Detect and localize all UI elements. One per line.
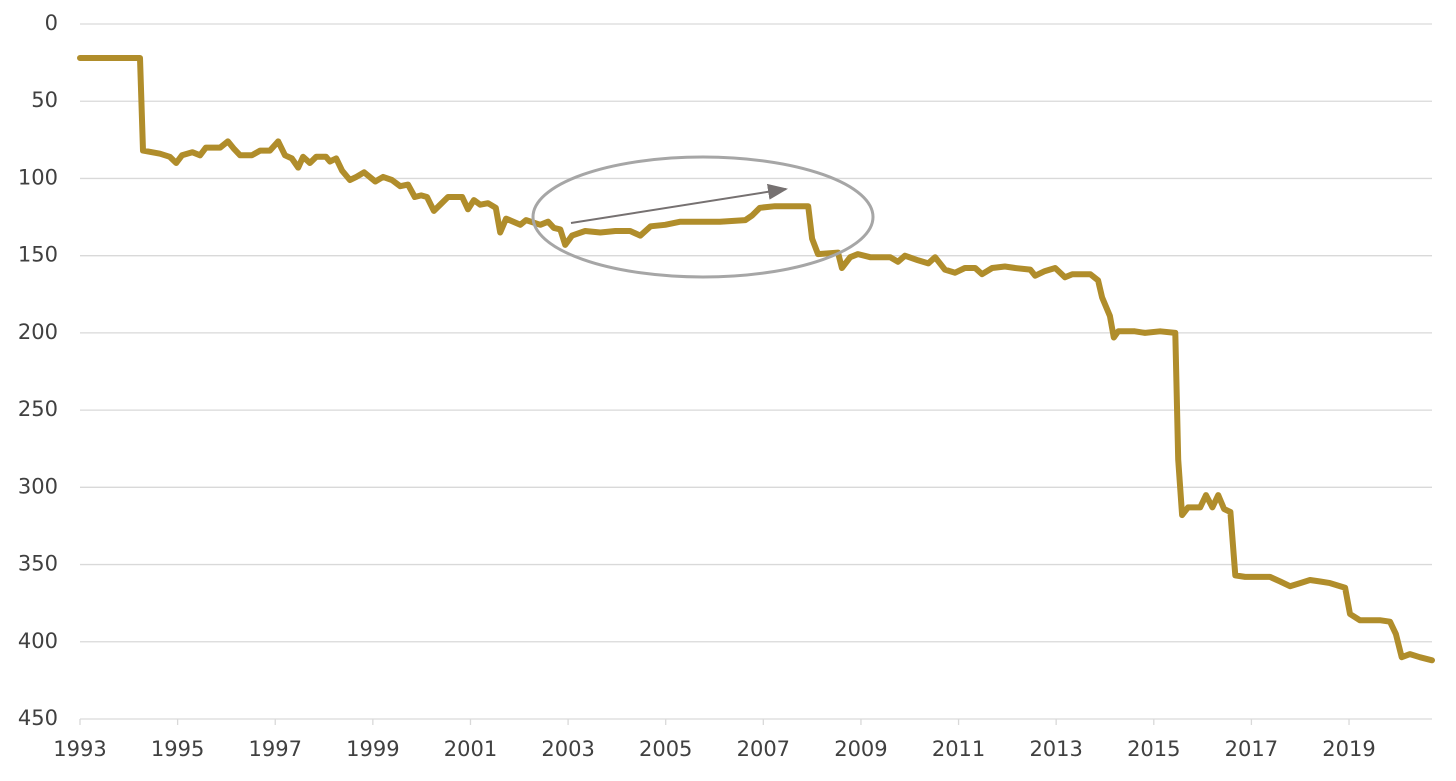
plot-area: 0 50 100 150 200 250 300 350 400 450 1993 1995 1997 1… [18,11,1435,761]
x-tick-label: 2009 [834,737,887,761]
trend-arrow [570,183,788,224]
x-tick-label: 1993 [53,737,106,761]
y-tick-label: 250 [18,397,58,421]
x-tick-label: 2003 [541,737,594,761]
x-tick-label: 2013 [1029,737,1082,761]
x-tick-label: 2001 [444,737,497,761]
data-line [77,55,1435,664]
x-tick-label: 2005 [639,737,692,761]
y-tick-label: 350 [18,552,58,576]
x-tick-label: 2007 [737,737,790,761]
y-tick-label: 150 [18,243,58,267]
y-tick-label: 0 [45,11,58,35]
x-tick-label: 1999 [346,737,399,761]
y-tick-label: 300 [18,474,58,498]
x-tick-label: 1995 [151,737,204,761]
y-tick-label: 100 [18,165,58,189]
y-tick-label: 200 [18,320,58,344]
y-tick-label: 50 [31,88,58,112]
y-tick-label: 450 [18,706,58,730]
x-tick-label: 1997 [249,737,302,761]
x-tick-label: 2019 [1322,737,1375,761]
highlight-ellipse [531,155,875,279]
x-tick-label: 2011 [932,737,985,761]
x-tick-label: 2017 [1225,737,1278,761]
y-tick-label: 400 [18,629,58,653]
x-tick-label: 2015 [1127,737,1180,761]
